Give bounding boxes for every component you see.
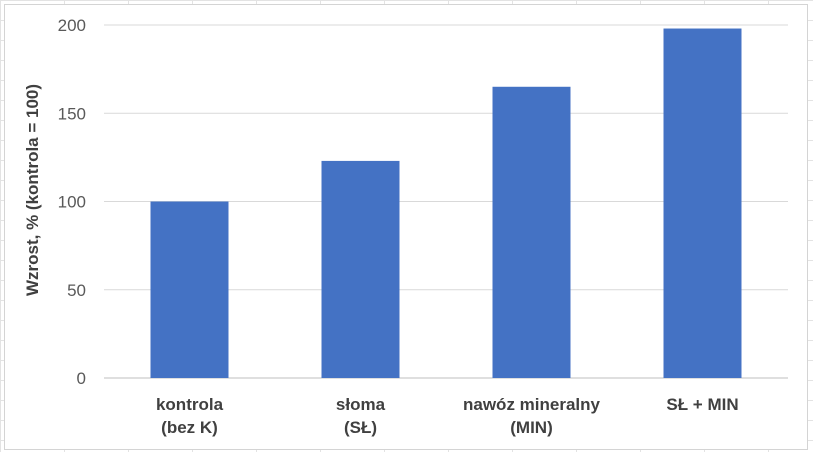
x-category-label-line: słoma xyxy=(336,395,386,414)
x-axis-categories: kontrola (bez K) słoma (SŁ) nawóz mineralny (… xyxy=(156,395,739,437)
y-tick-label: 100 xyxy=(58,193,86,212)
x-category-label: kontrola (bez K) xyxy=(156,395,224,437)
x-category-label-line: SŁ + MIN xyxy=(666,395,738,414)
x-category-label-line: (MIN) xyxy=(510,418,552,437)
bars xyxy=(150,28,742,379)
y-axis-label: Wzrost, % (kontrola = 100) xyxy=(23,84,42,296)
x-category-label-line: (SŁ) xyxy=(344,418,377,437)
bar-3[interactable] xyxy=(663,28,742,379)
x-category-label-line: (bez K) xyxy=(161,418,218,437)
x-category-label: SŁ + MIN xyxy=(666,395,738,414)
x-category-label: słoma (SŁ) xyxy=(336,395,386,437)
y-tick-label: 0 xyxy=(77,369,86,388)
x-category-label: nawóz mineralny (MIN) xyxy=(463,395,601,437)
x-category-label-line: kontrola xyxy=(156,395,224,414)
bar-1[interactable] xyxy=(321,160,400,378)
x-category-label-line: nawóz mineralny xyxy=(463,395,601,414)
y-tick-label: 50 xyxy=(67,281,86,300)
y-tick-label: 200 xyxy=(58,16,86,35)
y-axis-ticks: 0 50 100 150 200 xyxy=(58,16,86,388)
y-tick-label: 150 xyxy=(58,104,86,123)
bar-2[interactable] xyxy=(492,86,571,379)
bar-0[interactable] xyxy=(150,201,229,379)
